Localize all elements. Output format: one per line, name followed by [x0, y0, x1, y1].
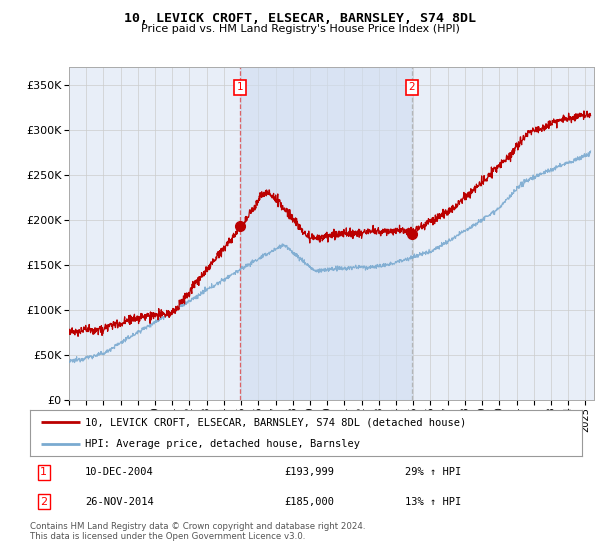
Text: 13% ↑ HPI: 13% ↑ HPI — [406, 497, 461, 507]
Text: £193,999: £193,999 — [284, 467, 334, 477]
Text: 1: 1 — [40, 467, 47, 477]
Text: 2: 2 — [409, 82, 415, 92]
Text: 29% ↑ HPI: 29% ↑ HPI — [406, 467, 461, 477]
Text: 10-DEC-2004: 10-DEC-2004 — [85, 467, 154, 477]
Text: Price paid vs. HM Land Registry's House Price Index (HPI): Price paid vs. HM Land Registry's House … — [140, 24, 460, 34]
Text: 1: 1 — [237, 82, 244, 92]
Text: 10, LEVICK CROFT, ELSECAR, BARNSLEY, S74 8DL (detached house): 10, LEVICK CROFT, ELSECAR, BARNSLEY, S74… — [85, 417, 466, 427]
Text: HPI: Average price, detached house, Barnsley: HPI: Average price, detached house, Barn… — [85, 439, 360, 449]
Text: 26-NOV-2014: 26-NOV-2014 — [85, 497, 154, 507]
Text: Contains HM Land Registry data © Crown copyright and database right 2024.
This d: Contains HM Land Registry data © Crown c… — [30, 522, 365, 542]
Text: 10, LEVICK CROFT, ELSECAR, BARNSLEY, S74 8DL: 10, LEVICK CROFT, ELSECAR, BARNSLEY, S74… — [124, 12, 476, 25]
Bar — [240, 67, 412, 400]
Text: 2: 2 — [40, 497, 47, 507]
Text: £185,000: £185,000 — [284, 497, 334, 507]
